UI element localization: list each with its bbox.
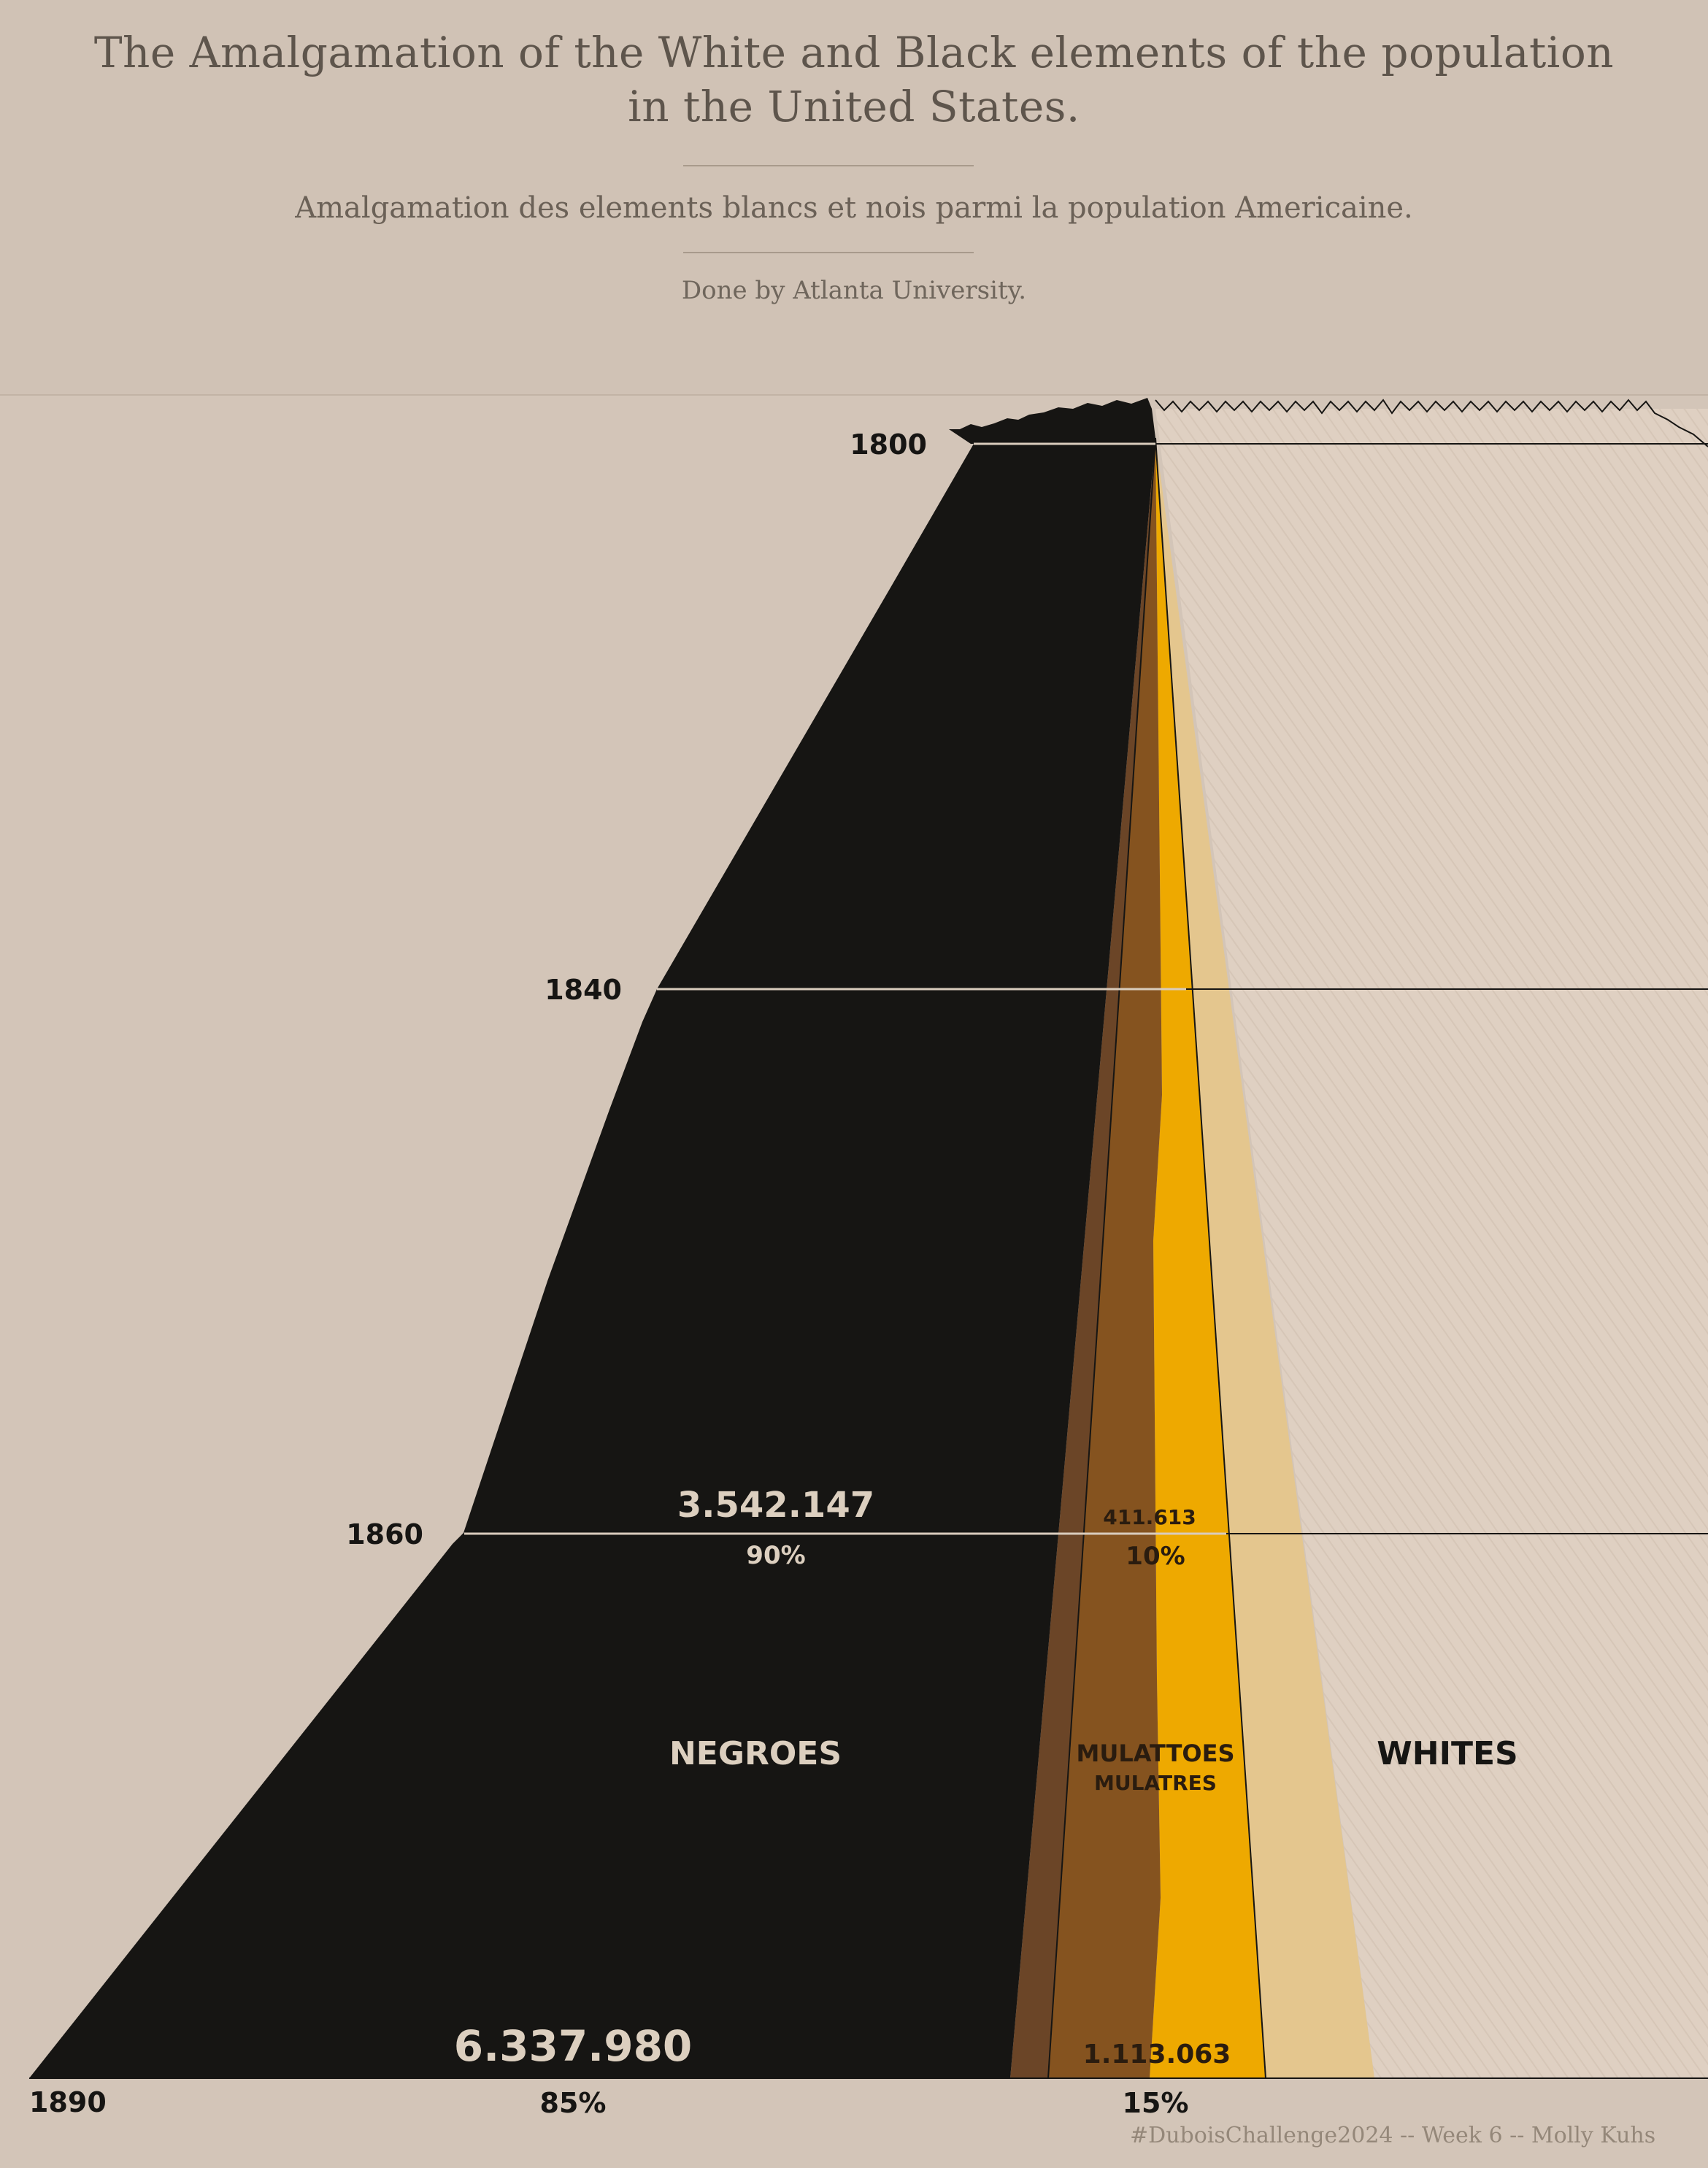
year-label-1890: 1890 <box>29 2086 107 2118</box>
separator-lines <box>1047 437 1266 2079</box>
category-label-negroes: NEGROES <box>669 1735 842 1772</box>
year-gridlines <box>29 442 1708 2079</box>
pct-1890-mulattoes: 15% <box>1123 2087 1189 2119</box>
negroes-area <box>29 398 1155 2078</box>
chart-title-line-2: in the United States. <box>628 82 1080 131</box>
year-label-1840: 1840 <box>545 974 622 1006</box>
whites-area <box>1155 409 1708 2078</box>
mulattoes-light-band <box>1155 438 1374 2078</box>
chart-credit: Done by Atlanta University. <box>681 276 1027 305</box>
category-label-mulattoes-fr: MULATRES <box>1094 1771 1217 1795</box>
value-1860-mulattoes: 411.613 <box>1103 1505 1196 1529</box>
value-1890-mulattoes: 1.113.063 <box>1083 2040 1231 2069</box>
title-divider <box>683 165 974 166</box>
category-label-mulattoes: MULATTOES <box>1077 1740 1235 1767</box>
mulattoes-mid-band <box>1048 438 1162 2078</box>
chart-title-line-1: The Amalgamation of the White and Black … <box>93 28 1615 77</box>
year-label-1800: 1800 <box>850 428 927 461</box>
top-jagged-edge <box>1155 399 1708 447</box>
header: The Amalgamation of the White and Black … <box>0 0 1708 396</box>
value-1890-negroes: 6.337.980 <box>454 2021 693 2071</box>
year-label-1860: 1860 <box>346 1518 423 1550</box>
pct-1860-negroes: 90% <box>746 1541 805 1570</box>
value-1860-negroes: 3.542.147 <box>677 1485 874 1526</box>
mulattoes-gold-band <box>1150 438 1266 2078</box>
footer-credit: #DuboisChallenge2024 -- Week 6 -- Molly … <box>1130 2123 1656 2148</box>
category-label-whites: WHITES <box>1377 1735 1518 1772</box>
chart-subtitle: Amalgamation des elements blancs et nois… <box>295 191 1413 225</box>
pct-1860-mulattoes: 10% <box>1126 1542 1185 1571</box>
subtitle-divider <box>683 252 974 253</box>
pct-1890-negroes: 85% <box>540 2087 607 2119</box>
